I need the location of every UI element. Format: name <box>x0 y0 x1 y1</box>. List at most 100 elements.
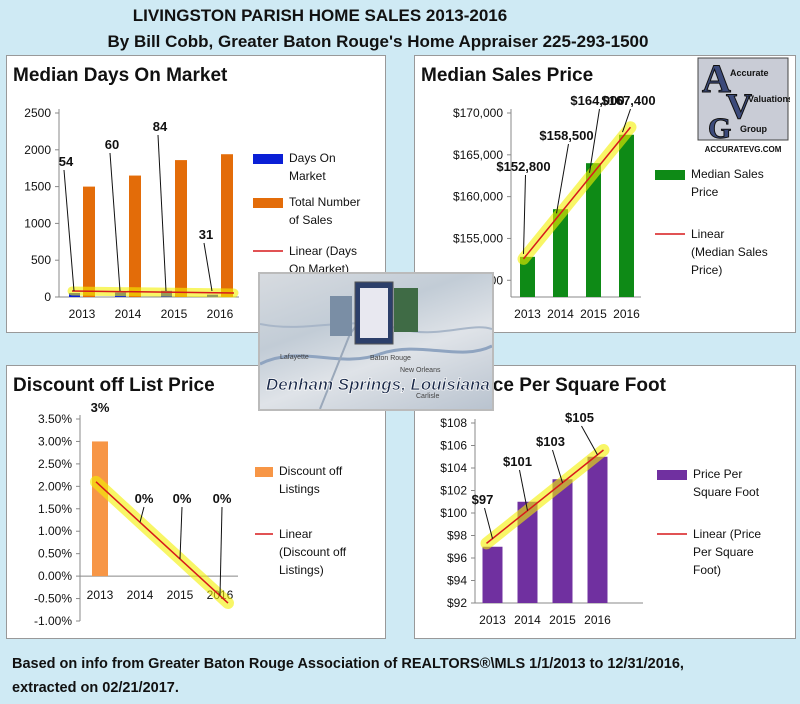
footer-line-1: Based on info from Greater Baton Rouge A… <box>12 656 684 672</box>
bar-total-sales <box>221 154 233 297</box>
x-tick-label: 2014 <box>514 613 541 627</box>
label-leader <box>622 108 631 133</box>
denham-springs-photo: Lafayette Baton Rouge New Orleans Carlis… <box>258 272 494 411</box>
legend-trend-line: Linear (Price <box>693 527 761 541</box>
panel-discount-off-list: Discount off List Price -1.00% -0.50% 0.00%… <box>6 365 386 639</box>
x-tick-label: 2015 <box>161 307 188 321</box>
y-tick-label: $106 <box>440 439 467 453</box>
bar <box>552 479 573 603</box>
y-tick-label: $170,000 <box>453 106 503 120</box>
legend-trend-line: Listings) <box>279 563 324 577</box>
page-subtitle: By Bill Cobb, Greater Baton Rouge's Home… <box>107 32 649 51</box>
chart-price-per-sqft: Sold Price Per Square Foot$92$94$96$98$1… <box>421 375 761 627</box>
y-tick-label: $92 <box>447 596 467 610</box>
y-tick-label: 2500 <box>24 106 51 120</box>
label-leader <box>157 134 167 292</box>
y-tick-label: 3.00% <box>38 434 72 448</box>
trendline <box>71 290 235 294</box>
legend-days-line: Market <box>289 169 326 183</box>
x-tick-label: 2015 <box>167 588 194 602</box>
x-tick-label: 2014 <box>547 307 574 321</box>
label-leader <box>179 506 183 559</box>
y-tick-label: $98 <box>447 529 467 543</box>
chart-title: Median Sales Price <box>421 65 593 86</box>
label-leader <box>484 507 493 539</box>
y-tick-label: $160,000 <box>453 190 503 204</box>
label-leader <box>63 169 75 292</box>
data-label: $97 <box>472 492 494 507</box>
chart-days-on-market: Median Days On Market 0 500 1000 1500 2000 250… <box>13 65 360 321</box>
label-leader <box>556 143 569 214</box>
x-tick-label: 2014 <box>115 307 142 321</box>
bar <box>619 134 634 297</box>
y-tick-label: 500 <box>31 253 51 267</box>
legend-swatch-days <box>253 154 283 164</box>
label-leader <box>109 152 121 292</box>
svg-text:G: G <box>708 112 731 145</box>
photo-caption: Denham Springs, Louisiana <box>266 375 490 394</box>
x-tick-label: 2015 <box>549 613 576 627</box>
y-tick-label: 0.50% <box>38 547 72 561</box>
bar-total-sales <box>129 175 141 297</box>
y-tick-label: 1.00% <box>38 524 72 538</box>
y-tick-label: $94 <box>447 574 467 588</box>
y-tick-label: 1000 <box>24 216 51 230</box>
footer-line-2: extracted on 02/21/2017. <box>12 680 179 696</box>
svg-text:A: A <box>702 56 731 101</box>
legend-series-line: Price <box>691 185 719 199</box>
page-title: LIVINGSTON PARISH HOME SALES 2013-2016 <box>132 6 508 25</box>
legend-sales-line: of Sales <box>289 213 332 227</box>
x-tick-label: 2016 <box>584 613 611 627</box>
map-label-new-orleans: New Orleans <box>400 367 441 374</box>
legend-series-line: Price Per <box>693 467 742 481</box>
x-tick-label: 2016 <box>613 307 640 321</box>
x-tick-label: 2014 <box>127 588 154 602</box>
trendline <box>95 481 229 604</box>
bar <box>92 441 108 577</box>
y-tick-label: 3.50% <box>38 412 72 426</box>
y-tick-label: $165,000 <box>453 148 503 162</box>
x-tick-label: 2016 <box>207 307 234 321</box>
legend-trend-line: (Discount off <box>279 545 347 559</box>
data-label: 0% <box>135 491 154 506</box>
legend-swatch-series <box>657 470 687 480</box>
legend-trend-line: Linear <box>691 227 724 241</box>
company-logo: A V G Accurate Valuations Group ACCURATE… <box>696 56 793 156</box>
legend-swatch-sales <box>253 198 283 208</box>
data-label: $158,500 <box>539 128 593 143</box>
data-label: 60 <box>105 137 119 152</box>
svg-text:V: V <box>726 86 752 126</box>
chart-discount-off-list: Discount off List Price -1.00% -0.50% 0.00%… <box>13 375 347 628</box>
trendline <box>486 449 604 544</box>
label-leader <box>219 506 223 596</box>
legend-trend-line: Price) <box>691 263 722 277</box>
y-tick-label: 2.50% <box>38 457 72 471</box>
legend-swatch-series <box>255 467 273 477</box>
y-tick-label: $155,000 <box>453 231 503 245</box>
bar-total-sales <box>175 160 187 297</box>
logo-line1: Accurate <box>730 68 769 78</box>
y-tick-label: $104 <box>440 461 467 475</box>
y-tick-label: 1.50% <box>38 502 72 516</box>
legend-sales-line: Total Number <box>289 195 360 209</box>
y-tick-label: $102 <box>440 484 467 498</box>
bar <box>553 209 568 297</box>
x-tick-label: 2013 <box>69 307 96 321</box>
y-tick-label: 2.00% <box>38 479 72 493</box>
data-label: 31 <box>199 227 213 242</box>
bar <box>482 546 503 603</box>
legend-series-line: Listings <box>279 482 320 496</box>
legend-trend-line: Linear (Days <box>289 244 357 258</box>
label-leader <box>523 174 526 254</box>
logo-line3: Group <box>740 124 767 134</box>
label-leader <box>589 108 600 173</box>
legend-series-line: Square Foot <box>693 485 760 499</box>
footer-note: Based on info from Greater Baton Rouge A… <box>12 652 792 700</box>
y-tick-label: -0.50% <box>34 592 72 606</box>
map-label-baton-rouge: Baton Rouge <box>370 355 411 362</box>
bar-total-sales <box>83 186 95 297</box>
legend-trend-line: Foot) <box>693 563 721 577</box>
data-label: $103 <box>536 434 565 449</box>
data-label: 0% <box>173 491 192 506</box>
legend-swatch-series <box>655 170 685 180</box>
